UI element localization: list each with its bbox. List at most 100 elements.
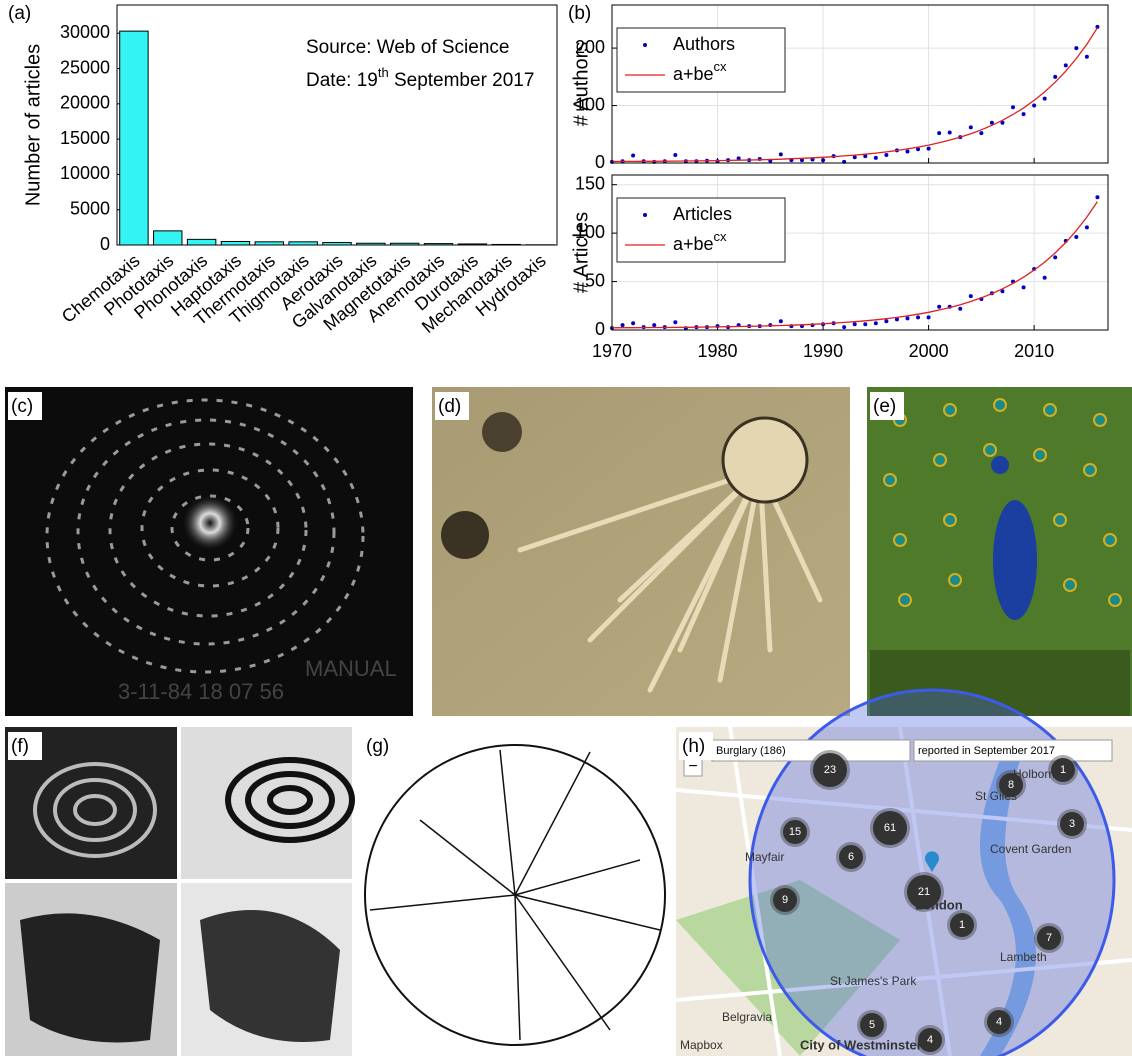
panel-label-bg	[435, 392, 469, 420]
y-tick-label: 30000	[60, 22, 110, 42]
data-point	[810, 157, 815, 162]
cluster-count: 6	[848, 851, 854, 863]
legend-label: a+becx	[673, 59, 727, 83]
data-point	[1011, 105, 1016, 110]
data-point	[1000, 120, 1005, 125]
x-tick-label: 2000	[909, 341, 949, 361]
data-point	[778, 152, 783, 157]
data-point	[1063, 63, 1068, 68]
map-pin	[924, 851, 939, 872]
data-point	[884, 152, 889, 157]
plot-frame	[116, 4, 558, 246]
place-name: Belgravia	[722, 1010, 772, 1024]
cluster-marker	[873, 811, 907, 845]
data-point	[1084, 54, 1089, 59]
panel-label: (b)	[568, 3, 591, 24]
place-name: St Giles	[975, 789, 1017, 803]
place-name: London	[915, 897, 963, 912]
cluster-count: 4	[996, 1016, 1002, 1028]
dropdown-text[interactable]: Burglary (186)	[716, 745, 786, 757]
data-point	[926, 146, 931, 151]
data-point	[1042, 275, 1047, 280]
legend-label-part: a+be	[673, 234, 714, 254]
place-name: Mapbox	[680, 1038, 723, 1052]
overlay-text: MANUAL	[305, 656, 397, 681]
overlay-text: 3-11-84 18 07 56	[118, 679, 284, 704]
y-tick-label: 150	[575, 173, 605, 193]
cluster-marker	[950, 913, 974, 937]
cluster-count: 1	[959, 919, 965, 931]
data-point	[968, 294, 973, 299]
legend-label-part: cx	[714, 229, 728, 244]
data-point	[1074, 235, 1079, 239]
fit-line	[611, 27, 1098, 163]
cluster-count: 1	[1060, 764, 1066, 776]
data-point	[916, 147, 921, 152]
panel-label: (d)	[438, 396, 461, 417]
legend-label: a+becx	[673, 229, 727, 253]
data-point	[631, 153, 636, 158]
data-point	[958, 306, 963, 311]
annotation-part: September 2017	[389, 70, 535, 91]
place-name: Lambeth	[1000, 950, 1047, 964]
data-point	[799, 158, 804, 163]
panel-label-bg	[8, 732, 42, 760]
panel-label: (g)	[366, 736, 389, 757]
legend-marker	[643, 43, 647, 47]
cluster-marker	[813, 753, 847, 787]
data-point	[979, 131, 984, 136]
data-point	[852, 155, 857, 160]
data-point	[852, 322, 857, 327]
panel-label-bg	[8, 392, 42, 420]
image-f	[5, 727, 355, 1056]
panel-label: (a)	[8, 3, 31, 24]
annotation-part: Date: 19	[306, 70, 378, 91]
panel-label-bg	[870, 392, 904, 420]
panel-label: (e)	[873, 396, 896, 417]
place-name: Mayfair	[745, 850, 784, 864]
data-point	[873, 155, 878, 160]
zoom-button[interactable]: −	[688, 758, 697, 775]
y-tick-label: 100	[575, 222, 605, 242]
cluster-count: 9	[782, 894, 788, 906]
bar	[186, 238, 217, 246]
image-d	[432, 387, 850, 716]
data-point	[905, 149, 910, 154]
cluster-count: 23	[824, 764, 836, 776]
data-point	[631, 321, 636, 326]
panel-label: (c)	[11, 396, 33, 417]
data-point	[1021, 112, 1026, 117]
cluster-marker	[783, 820, 807, 844]
plot-frame	[611, 4, 1109, 164]
data-point	[937, 304, 942, 309]
data-point	[1053, 255, 1058, 260]
data-point	[1095, 24, 1100, 29]
place-name: Holborn	[1013, 767, 1055, 781]
y-tick-label: 10000	[60, 163, 110, 183]
bar	[220, 240, 251, 246]
y-axis-label: Number of articles	[22, 44, 44, 206]
cluster-marker	[907, 875, 941, 909]
data-point	[926, 315, 931, 320]
cluster-marker	[839, 845, 863, 869]
legend-box	[616, 27, 786, 93]
y-tick-label: 50	[585, 270, 605, 290]
place-name: City of Westminster	[800, 1037, 922, 1052]
y-tick-label: 0	[595, 319, 605, 339]
data-point	[884, 319, 889, 324]
panel-label: (f)	[11, 736, 29, 757]
cluster-count: 61	[884, 822, 896, 834]
cluster-marker	[918, 1028, 942, 1052]
cluster-marker	[1051, 758, 1075, 782]
legend-box	[616, 197, 786, 263]
cluster-marker	[773, 888, 797, 912]
annotation-part: th	[378, 65, 389, 80]
plot-frame	[611, 174, 1109, 331]
cluster-count: 8	[1008, 779, 1014, 791]
data-point	[1021, 285, 1026, 290]
cluster-count: 21	[918, 886, 930, 898]
cluster-marker	[999, 773, 1023, 797]
image-e	[867, 387, 1132, 716]
dropdown-text[interactable]: reported in September 2017	[918, 745, 1055, 757]
data-point	[863, 322, 868, 327]
